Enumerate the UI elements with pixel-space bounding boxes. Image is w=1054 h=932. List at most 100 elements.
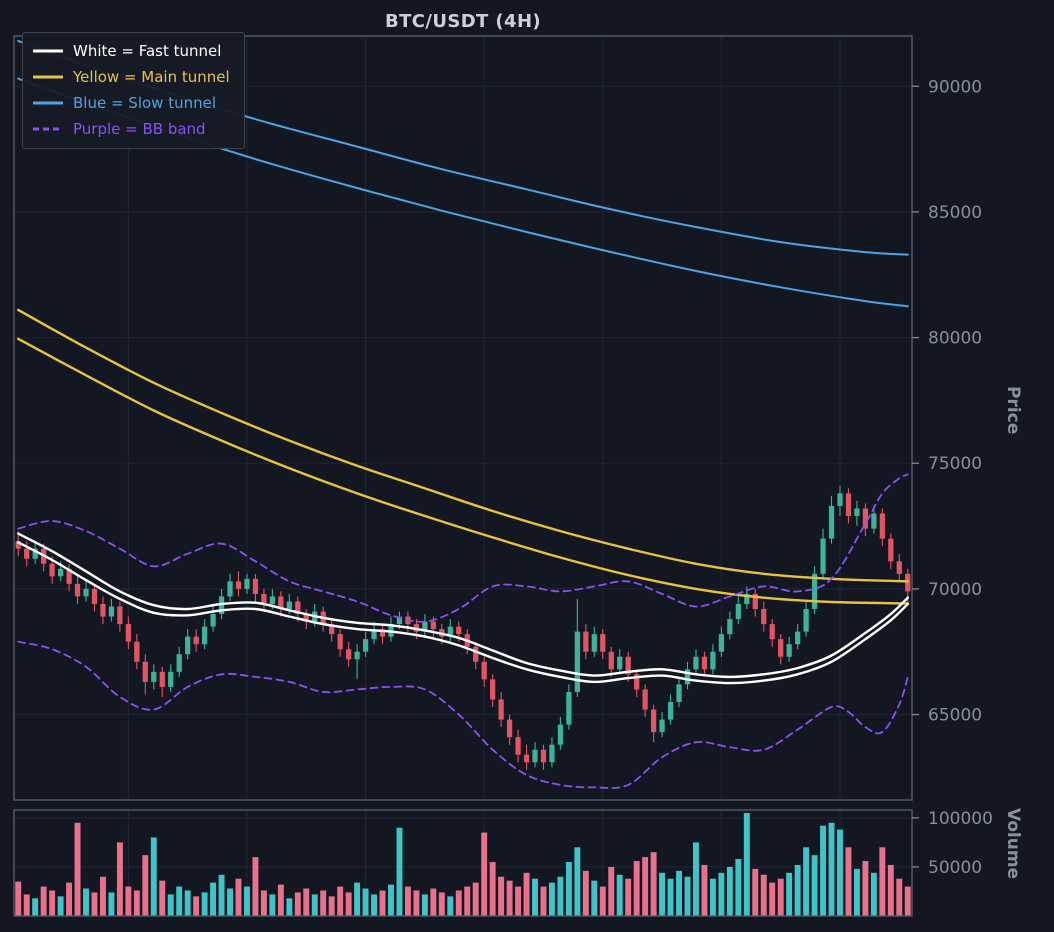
volume-bar xyxy=(311,894,318,916)
volume-bar xyxy=(769,882,776,916)
legend-label: Purple = BB band xyxy=(73,119,206,138)
slow-tunnel-line-swatch xyxy=(33,101,63,104)
price-tick-label: 80000 xyxy=(928,329,982,349)
candle-body xyxy=(100,603,106,617)
volume-bar xyxy=(108,892,115,916)
volume-bar xyxy=(303,888,310,916)
candle-body xyxy=(125,624,131,642)
volume-bar xyxy=(811,855,818,916)
volume-bar xyxy=(870,872,877,916)
candle-body xyxy=(142,661,148,682)
volume-bar xyxy=(142,855,149,916)
volume-bar xyxy=(430,888,437,916)
candle-body xyxy=(591,634,597,652)
volume-bar xyxy=(40,886,47,916)
candle-body xyxy=(905,573,911,592)
volume-bar xyxy=(481,832,488,916)
volume-bar xyxy=(83,888,89,916)
volume-bar xyxy=(633,861,640,916)
candle-body xyxy=(515,737,521,755)
volume-bar xyxy=(684,876,691,916)
grid-lines xyxy=(14,36,912,916)
candle-body xyxy=(659,719,665,733)
volume-bar xyxy=(735,859,742,916)
volume-bar xyxy=(413,890,420,916)
candle-body xyxy=(210,614,216,627)
bb-band-lower xyxy=(17,640,909,789)
volume-bar xyxy=(193,896,200,916)
legend-label: Blue = Slow tunnel xyxy=(73,93,216,112)
candle-body xyxy=(295,601,301,615)
candle-body xyxy=(490,679,496,700)
price-tick-label: 90000 xyxy=(928,77,982,97)
candle-body xyxy=(329,624,335,635)
volume-bar xyxy=(49,890,56,916)
volume-bar xyxy=(201,892,208,916)
legend-label: White = Fast tunnel xyxy=(73,41,222,60)
candle-body xyxy=(185,636,191,655)
candle-body xyxy=(566,691,572,725)
candle-body xyxy=(625,656,631,675)
volume-bar xyxy=(887,864,894,916)
legend-label: Yellow = Main tunnel xyxy=(73,67,230,86)
volume-bar xyxy=(608,866,615,916)
volume-bar xyxy=(616,874,623,916)
volume-bar xyxy=(515,886,522,916)
candle-body xyxy=(617,656,623,670)
candle-body xyxy=(74,583,81,597)
candle-body xyxy=(66,568,72,584)
candle-body xyxy=(354,651,360,660)
volume-bar xyxy=(532,878,538,916)
candle-body xyxy=(430,621,436,630)
candle-body xyxy=(795,631,801,645)
volume-bar xyxy=(23,894,30,916)
candle-body xyxy=(388,624,394,637)
bb-band-line-swatch xyxy=(33,127,63,130)
volume-bar xyxy=(159,880,166,916)
volume-bar xyxy=(557,876,564,916)
price-tick-label: 70000 xyxy=(928,580,982,600)
candle-body xyxy=(456,626,462,635)
volume-bar xyxy=(828,822,835,916)
candle-body xyxy=(506,719,513,738)
volume-bar xyxy=(794,864,801,916)
volume-bar xyxy=(74,822,81,916)
volume-bar xyxy=(15,881,22,916)
price-tick-label: 75000 xyxy=(928,454,982,474)
candle-body xyxy=(642,689,648,710)
candle-body xyxy=(252,578,259,594)
candle-body xyxy=(828,505,835,539)
volume-bar xyxy=(709,878,716,916)
volume-bar xyxy=(337,886,344,916)
candle-body xyxy=(532,749,538,763)
legend-item-main-tunnel: Yellow = Main tunnel xyxy=(33,66,230,87)
candle-body xyxy=(761,609,767,625)
volume-bar xyxy=(548,882,555,916)
volume-bar xyxy=(227,888,233,916)
candle-body xyxy=(744,593,750,604)
volume-bar xyxy=(853,868,860,916)
volume-bar xyxy=(845,847,852,916)
volume-bar xyxy=(438,892,445,916)
candle-body xyxy=(778,639,784,657)
volume-bar xyxy=(277,884,284,916)
volume-bar xyxy=(32,898,39,916)
volume-bar xyxy=(125,886,132,916)
bb-band-upper xyxy=(17,473,909,623)
fast-tunnel-lower xyxy=(17,541,909,685)
price-axis-title: Price xyxy=(1003,386,1023,435)
volume-bar xyxy=(464,886,471,916)
candle-body xyxy=(871,513,877,529)
candle-body xyxy=(845,493,852,517)
volume-bar xyxy=(676,870,682,916)
volume-bar xyxy=(498,876,505,916)
candle-body xyxy=(862,508,869,529)
volume-bar xyxy=(489,862,496,916)
volume-bar xyxy=(540,886,547,916)
volume-bar xyxy=(371,894,378,916)
candle-body xyxy=(362,639,369,652)
volume-bar xyxy=(286,898,293,916)
candle-body xyxy=(896,561,902,574)
candle-body xyxy=(422,621,428,632)
